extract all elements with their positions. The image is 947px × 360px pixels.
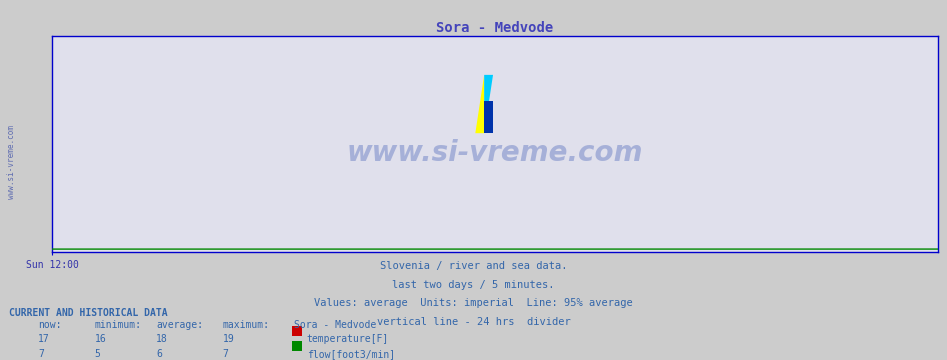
Text: temperature[F]: temperature[F]	[307, 334, 389, 344]
Text: Values: average  Units: imperial  Line: 95% average: Values: average Units: imperial Line: 95…	[314, 298, 633, 309]
Text: 5: 5	[95, 349, 100, 359]
Text: 7: 7	[38, 349, 44, 359]
Text: vertical line - 24 hrs  divider: vertical line - 24 hrs divider	[377, 317, 570, 327]
Text: www.si-vreme.com: www.si-vreme.com	[7, 125, 16, 199]
Text: 17: 17	[38, 334, 49, 344]
Title: Sora - Medvode: Sora - Medvode	[437, 21, 553, 35]
Text: 6: 6	[156, 349, 162, 359]
Text: CURRENT AND HISTORICAL DATA: CURRENT AND HISTORICAL DATA	[9, 308, 169, 318]
Text: now:: now:	[38, 320, 62, 330]
Text: 19: 19	[223, 334, 234, 344]
Text: average:: average:	[156, 320, 204, 330]
Text: flow[foot3/min]: flow[foot3/min]	[307, 349, 395, 359]
Polygon shape	[484, 75, 493, 133]
Text: 7: 7	[223, 349, 228, 359]
Text: www.si-vreme.com: www.si-vreme.com	[347, 139, 643, 167]
Text: Sora - Medvode: Sora - Medvode	[294, 320, 376, 330]
Text: 16: 16	[95, 334, 106, 344]
Text: minimum:: minimum:	[95, 320, 142, 330]
Text: Slovenia / river and sea data.: Slovenia / river and sea data.	[380, 261, 567, 271]
Text: 18: 18	[156, 334, 168, 344]
Text: last two days / 5 minutes.: last two days / 5 minutes.	[392, 280, 555, 290]
Text: maximum:: maximum:	[223, 320, 270, 330]
Polygon shape	[484, 101, 493, 133]
Polygon shape	[475, 75, 484, 133]
